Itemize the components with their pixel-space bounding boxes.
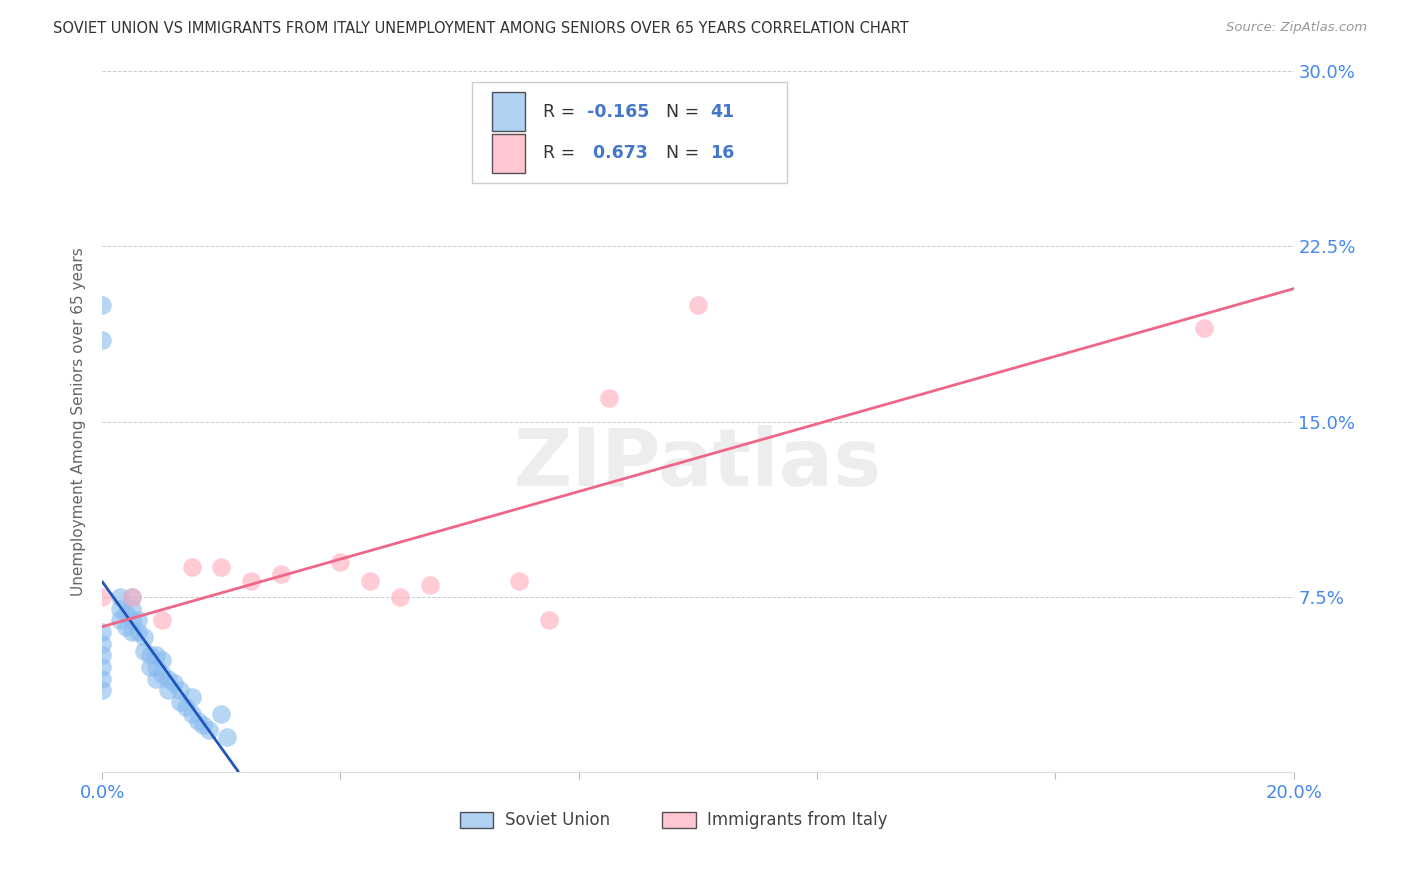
FancyBboxPatch shape [471,81,787,183]
Point [108,590,131,604]
Point [91,660,114,674]
Point [145,660,167,674]
Point [209,706,232,721]
Point [270,566,292,581]
Point [115,620,138,634]
Point [180,690,202,705]
Point [169,683,191,698]
Point [91,683,114,698]
Y-axis label: Unemployment Among Seniors over 65 years: Unemployment Among Seniors over 65 years [72,247,86,596]
Point [91,672,114,686]
Point [91,648,114,663]
Point [537,613,560,627]
Text: Soviet Union: Soviet Union [505,811,610,829]
Point [91,298,114,312]
Text: ZIPatlas: ZIPatlas [513,425,882,503]
Point [193,718,215,732]
Point [91,590,114,604]
Point [359,574,381,588]
Point [121,601,143,615]
Text: 41: 41 [710,103,734,120]
Point [115,607,138,621]
Point [145,648,167,663]
Point [132,630,155,644]
Point [1194,321,1216,335]
Point [121,590,143,604]
Point [150,667,173,681]
Point [186,714,208,728]
Text: N =: N = [666,103,704,120]
Point [127,613,149,627]
Point [91,625,114,640]
Point [108,613,131,627]
Point [686,298,709,312]
Point [508,574,530,588]
Point [180,706,202,721]
Point [180,559,202,574]
Point [156,672,179,686]
Point [127,625,149,640]
Point [121,625,143,640]
Point [150,653,173,667]
Point [91,637,114,651]
Text: 0.673: 0.673 [588,145,648,162]
Text: R =: R = [543,103,581,120]
Text: SOVIET UNION VS IMMIGRANTS FROM ITALY UNEMPLOYMENT AMONG SENIORS OVER 65 YEARS C: SOVIET UNION VS IMMIGRANTS FROM ITALY UN… [53,21,910,37]
Text: -0.165: -0.165 [588,103,650,120]
Point [91,333,114,347]
FancyBboxPatch shape [460,813,494,828]
Point [108,601,131,615]
Point [163,676,186,690]
Point [132,643,155,657]
Text: Immigrants from Italy: Immigrants from Italy [707,811,889,829]
Point [198,723,221,738]
Point [598,391,620,405]
Point [174,699,197,714]
Text: N =: N = [666,145,704,162]
Point [169,695,191,709]
Point [209,559,232,574]
FancyBboxPatch shape [492,134,526,172]
Point [145,672,167,686]
Text: 16: 16 [710,145,734,162]
Point [139,648,162,663]
Point [156,683,179,698]
Point [150,613,173,627]
Point [139,660,162,674]
Point [240,574,263,588]
Text: Source: ZipAtlas.com: Source: ZipAtlas.com [1226,21,1367,35]
Point [121,590,143,604]
Point [217,730,239,744]
Point [121,613,143,627]
FancyBboxPatch shape [662,813,696,828]
Point [389,590,412,604]
Point [329,555,352,569]
FancyBboxPatch shape [492,92,526,131]
Text: R =: R = [543,145,581,162]
Point [419,578,441,592]
